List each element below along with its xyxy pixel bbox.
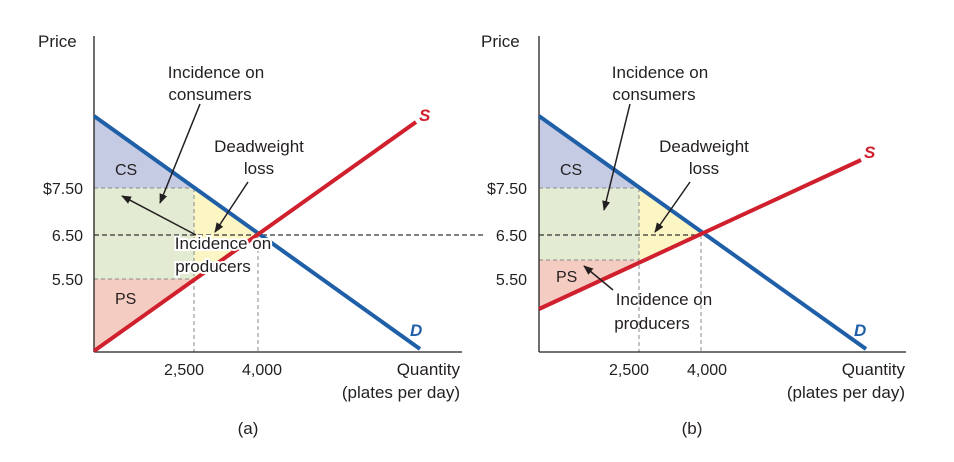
panel-a-deadweight-area xyxy=(194,188,258,279)
panel-a-tick-650: 6.50 xyxy=(52,228,83,245)
panel-a-y-axis-label: Price xyxy=(38,32,77,51)
panel-b-ps-label: PS xyxy=(556,269,577,286)
panel-b-tick-2500: 2,500 xyxy=(609,362,649,379)
panel-a-ps-label: PS xyxy=(115,291,136,308)
panel-b-tick-750: $7.50 xyxy=(487,181,527,198)
panel-a-tick-550: 5.50 xyxy=(52,272,83,289)
panel-a-supply-label: S xyxy=(419,106,431,125)
panel-a-deadweight-arrow xyxy=(214,181,249,233)
panel-b-producer-incidence-line1: Incidence on xyxy=(616,290,712,309)
panel-b-producer-incidence-arrow xyxy=(583,265,614,291)
panel-b-consumer-incidence-line2: consumers xyxy=(612,85,695,104)
panel-a-tick-4000: 4,000 xyxy=(242,362,282,379)
panel-b-supply-curve xyxy=(538,158,862,311)
panel-a-x-axis-label-line1: Quantity xyxy=(397,360,461,379)
panel-b-deadweight-area xyxy=(639,188,701,260)
panel-b-producer-incidence-line2: producers xyxy=(614,314,690,333)
panel-a-consumer-incidence-line2: consumers xyxy=(168,85,251,104)
panel-a-cs-label: CS xyxy=(115,162,137,179)
panel-b-x-axis-label-line2: (plates per day) xyxy=(787,383,905,402)
panel-b-y-axis-label: Price xyxy=(481,32,520,51)
panel-b-tick-4000: 4,000 xyxy=(687,362,727,379)
panel-b-cs-label: CS xyxy=(560,162,582,179)
panel-a-x-axis-label-line2: (plates per day) xyxy=(342,383,460,402)
panel-b-x-axis-label-line1: Quantity xyxy=(842,360,906,379)
panel-b-caption: (b) xyxy=(682,419,703,438)
panel-b-supply-label: S xyxy=(864,143,876,162)
panel-b-tax-revenue-area xyxy=(539,188,639,260)
panel-a-consumer-incidence-arrow xyxy=(159,103,201,204)
panel-a-tax-revenue-area xyxy=(94,188,194,279)
panel-a-deadweight-line2: loss xyxy=(244,159,274,178)
panel-a-tick-750: $7.50 xyxy=(43,181,83,198)
panel-a-producer-incidence-arrow xyxy=(121,195,197,236)
panel-a-producer-incidence-line2: producers xyxy=(175,257,251,276)
panel-b-deadweight-line2: loss xyxy=(689,159,719,178)
panel-b-deadweight-line1: Deadweight xyxy=(659,137,749,156)
panel-a-demand-curve xyxy=(92,114,422,351)
panel-b-consumer-incidence-line1: Incidence on xyxy=(612,63,708,82)
panel-a-consumer-incidence-line1: Incidence on xyxy=(168,63,264,82)
panel-a-deadweight-line1: Deadweight xyxy=(214,137,304,156)
panel-b-consumer-incidence-arrow xyxy=(602,103,631,211)
panel-a-caption: (a) xyxy=(238,419,259,438)
panel-b-deadweight-arrow xyxy=(654,181,691,233)
panel-a-demand-label: D xyxy=(410,321,422,340)
panel-b-tick-550: 5.50 xyxy=(496,272,527,289)
panel-a-tick-2500: 2,500 xyxy=(164,362,204,379)
panel-b: Price $7.50 6.50 5.50 2,500 4,000 Quanti… xyxy=(481,32,906,438)
panel-a-supply-curve xyxy=(92,120,418,353)
panel-b-demand-label: D xyxy=(854,321,866,340)
panel-a-producer-incidence-line1: Incidence on xyxy=(175,234,271,253)
panel-b-tick-650: 6.50 xyxy=(496,228,527,245)
panel-a: Price $7.50 6.50 5.50 2,500 4,000 Quanti… xyxy=(38,32,485,438)
